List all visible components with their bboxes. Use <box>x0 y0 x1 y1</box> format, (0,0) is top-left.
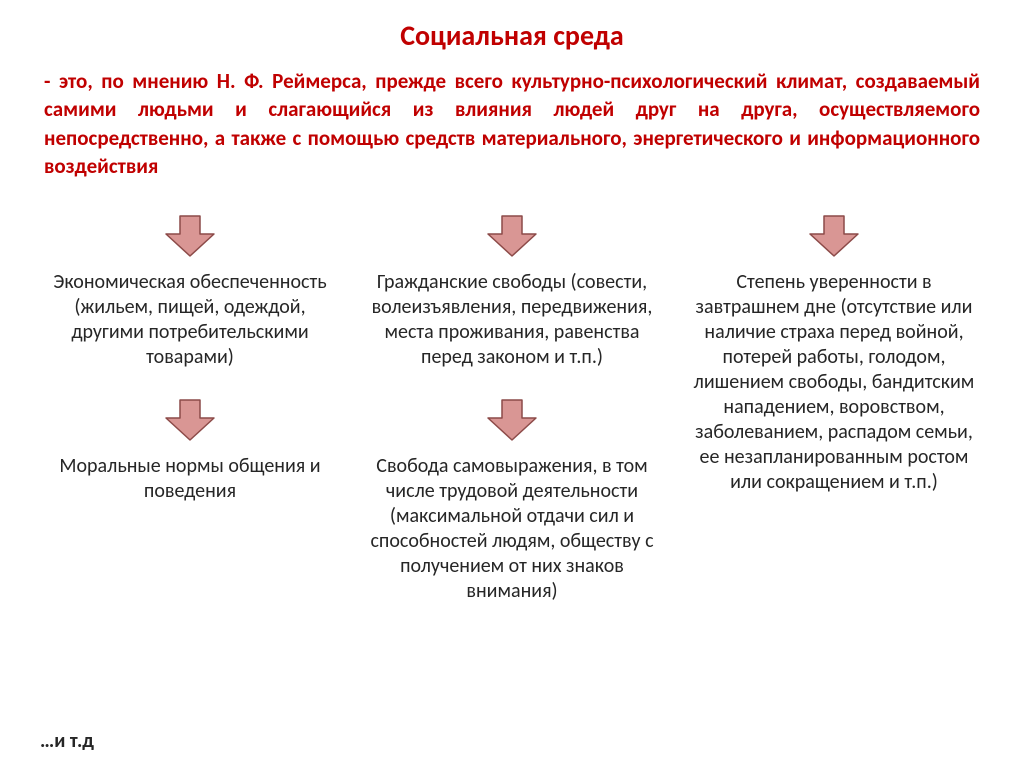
arrow-down-icon <box>164 214 216 258</box>
column-left: Экономическая обеспеченность (жильем, пи… <box>40 204 340 604</box>
block-civil: Гражданские свободы (совести, волеизъявл… <box>357 270 667 370</box>
arrow-down-icon <box>164 398 216 442</box>
column-right: Степень уверенности в завтрашнем дне (от… <box>684 204 984 604</box>
block-selfexpr: Свобода самовыражения, в том числе трудо… <box>357 454 667 604</box>
footer-etc: …и т.д <box>40 729 94 753</box>
block-moral: Моральные нормы общения и поведения <box>40 454 340 504</box>
block-confidence: Степень уверенности в завтрашнем дне (от… <box>684 270 984 495</box>
arrow-down-icon <box>808 214 860 258</box>
definition-text: - это, по мнению Н. Ф. Реймерса, прежде … <box>40 67 984 180</box>
column-middle: Гражданские свободы (совести, волеизъявл… <box>357 204 667 604</box>
block-economic: Экономическая обеспеченность (жильем, пи… <box>40 270 340 370</box>
arrow-down-icon <box>486 214 538 258</box>
page-title: Социальная среда <box>40 18 984 53</box>
columns: Экономическая обеспеченность (жильем, пи… <box>40 204 984 604</box>
arrow-down-icon <box>486 398 538 442</box>
